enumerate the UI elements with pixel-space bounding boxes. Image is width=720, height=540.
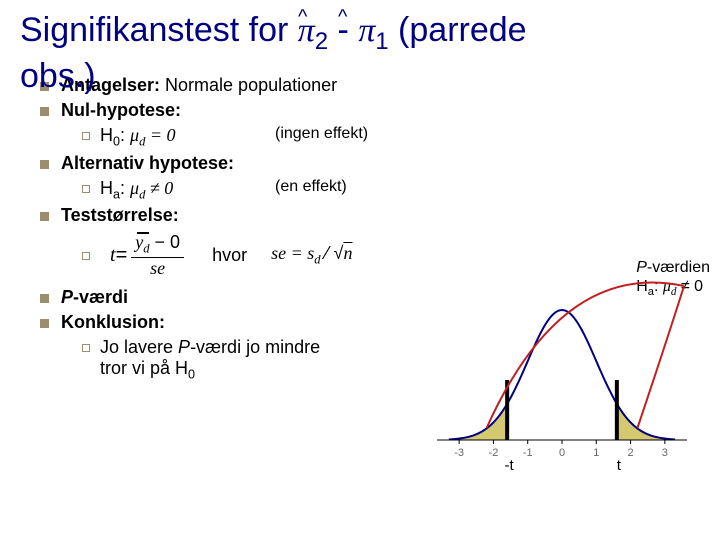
h0-label: H [100,125,113,145]
ha-label: H [100,178,113,198]
concl-2: -værdi jo mindre [190,337,320,357]
svg-text:-t: -t [505,457,515,474]
mu: μ [130,178,139,198]
title-sub1: 1 [375,28,388,55]
colon: : [120,125,130,145]
bullet-bold: Nul-hypotese: [61,100,181,120]
concl-zero: 0 [188,368,195,382]
bullet-icon [40,160,49,169]
se-eq: se = s [271,243,314,263]
formula: t = yd − 0 se hvor se = sd ⁄ √n [82,232,700,279]
svg-text:-1: -1 [523,447,533,459]
colon: : [120,178,130,198]
p-rest: -værdi [73,287,128,307]
ann-p: P [636,259,647,276]
list-item: Teststørrelse: [40,205,700,226]
neq-zero: ≠ 0 [145,178,173,198]
bullet-icon [40,319,49,328]
bullet-bold: Alternativ hypotese: [61,153,234,173]
svg-text:t: t [617,457,622,474]
slide-title: Signifikanstest for π2 - π1 (parrede ^ ^… [20,10,700,97]
svg-text:3: 3 [662,447,668,459]
ha-sub: a [113,187,120,201]
mu: μ [130,125,139,145]
title-pre: Signifikanstest for [20,11,298,49]
concl-p: P [178,337,190,357]
sub-bullet-icon [82,185,90,193]
title-line2: obs.) [20,57,96,95]
bullet-bold: Konklusion: [61,312,165,332]
chart-svg: -3 -2 -1 0 1 2 3 -t t [422,280,702,480]
h0-sub: 0 [113,135,120,149]
svg-text:0: 0 [559,447,565,459]
hvor-label: hvor [212,245,247,266]
list-item: Nul-hypotese: [40,100,700,121]
se-denom: se [131,258,184,279]
title-post: (parrede [389,11,527,49]
ybar: y [135,232,143,252]
svg-text:2: 2 [628,447,634,459]
eq-zero: = 0 [145,125,175,145]
bullet-icon [40,212,49,221]
sub-list-item: Ha: μd ≠ 0 (en effekt) [82,178,700,203]
normal-distribution-chart: -3 -2 -1 0 1 2 3 -t t [422,280,702,480]
bullet-icon [40,294,49,303]
bullet-icon [40,107,49,116]
sub-bullet-icon [82,252,90,260]
bullet-bold: Teststørrelse: [61,205,179,225]
hat-icon: ^ [338,5,347,29]
eq: = [116,244,128,267]
minus-zero: − 0 [150,232,181,252]
title-pi1: π [358,12,375,49]
sqrt: ⁄ √ [321,243,344,263]
svg-text:-3: -3 [454,447,464,459]
sub-bullet-icon [82,344,90,352]
note-text: (ingen effekt) [275,125,368,143]
list-item: Alternativ hypotese: [40,153,700,174]
sub-bullet-icon [82,132,90,140]
hat-icon: ^ [298,5,307,29]
sub-list-item: H0: μd = 0 (ingen effekt) [82,125,700,150]
svg-text:-2: -2 [489,447,499,459]
p-italic: P [61,287,73,307]
ann-rest: -værdien [647,259,710,276]
fraction: yd − 0 se [131,232,184,279]
svg-text:1: 1 [593,447,599,459]
note-text: (en effekt) [275,178,347,196]
n-var: n [343,243,352,263]
title-sub2: 2 [315,28,328,55]
concl-1: Jo lavere [100,337,178,357]
concl-3: tror vi på H [100,358,188,378]
